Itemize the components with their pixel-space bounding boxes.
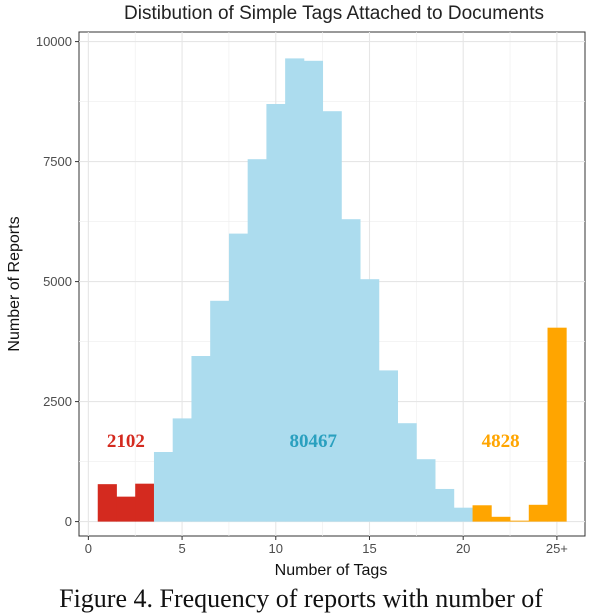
y-tick-label: 10000 (36, 34, 72, 49)
histogram-bar (547, 327, 567, 522)
histogram-bar (172, 418, 192, 522)
figure-caption: Figure 4. Frequency of reports with numb… (59, 584, 543, 613)
y-tick-label: 0 (65, 514, 72, 529)
x-tick-label: 20 (456, 541, 470, 556)
histogram-bar (153, 452, 174, 522)
histogram-bar (97, 484, 117, 522)
x-tick-label: 5 (178, 541, 185, 556)
histogram-bar (247, 159, 267, 522)
y-axis-ticks: 0 2500 5000 7500 10000 (36, 34, 79, 529)
chart-title: Distibution of Simple Tags Attached to D… (124, 3, 544, 24)
x-tick-label: 25+ (546, 541, 568, 556)
x-axis-ticks: 0 5 10 15 20 25+ (85, 536, 568, 556)
x-tick-label: 15 (362, 541, 376, 556)
histogram-bar (510, 520, 530, 522)
x-tick-label: 10 (269, 541, 283, 556)
histogram-bar (378, 370, 398, 522)
group-annotations: 2102 80467 4828 (107, 431, 520, 452)
y-tick-label: 2500 (43, 394, 72, 409)
histogram-bar (322, 111, 342, 522)
histogram-bar (210, 300, 230, 522)
histogram-bar (116, 496, 136, 522)
histogram-bar (285, 58, 305, 522)
histogram-bar (303, 60, 324, 522)
histogram-bar (397, 423, 417, 522)
histogram-bars (97, 58, 567, 522)
histogram-bar (341, 219, 361, 522)
x-axis-label: Number of Tags (275, 562, 388, 579)
histogram-bar (472, 505, 492, 522)
histogram-bar (135, 483, 155, 522)
histogram-bar (416, 459, 436, 522)
histogram-bar (491, 516, 511, 522)
y-axis-label: Number of Reports (6, 216, 23, 351)
histogram-bar (453, 507, 473, 522)
group-total-label: 2102 (107, 431, 145, 452)
y-tick-label: 5000 (43, 274, 72, 289)
x-tick-label: 0 (85, 541, 92, 556)
histogram-bar (191, 356, 211, 522)
histogram-bar (528, 504, 548, 522)
histogram-bar (360, 279, 380, 522)
histogram-bar (435, 488, 455, 522)
group-total-label: 4828 (482, 431, 520, 452)
y-tick-label: 7500 (43, 154, 72, 169)
histogram-bar (266, 104, 286, 522)
histogram-chart: Distibution of Simple Tags Attached to D… (6, 3, 586, 579)
group-total-label: 80467 (290, 431, 338, 452)
histogram-bar (228, 233, 249, 522)
